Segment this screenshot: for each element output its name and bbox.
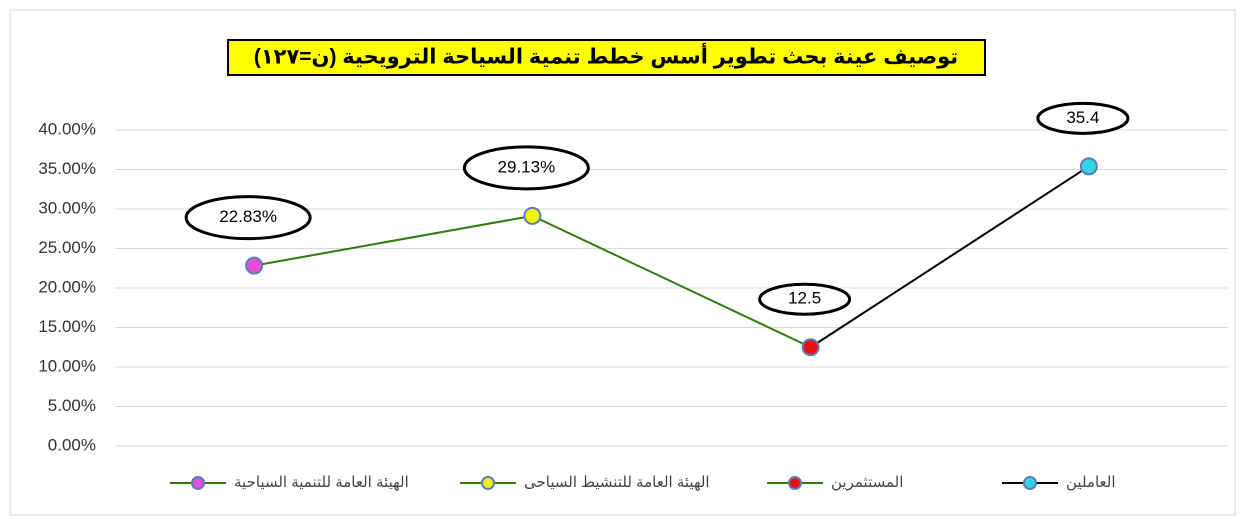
y-tick-label: 5.00%: [48, 396, 96, 415]
data-label: 12.5: [788, 289, 821, 308]
line-segment: [253, 214, 533, 267]
y-tick-label: 35.00%: [38, 159, 96, 178]
y-tick-label: 20.00%: [38, 277, 96, 296]
legend-label: العاملين: [1066, 474, 1116, 491]
label-bubble: [758, 282, 852, 316]
legend-marker: [1023, 476, 1037, 490]
y-tick-label: 25.00%: [38, 238, 96, 257]
title-box: [227, 39, 986, 76]
data-label: 22.83%: [219, 207, 277, 226]
legend-marker: [191, 476, 205, 490]
data-label: 35.4: [1066, 108, 1099, 127]
y-tick-label: 10.00%: [38, 356, 96, 375]
y-tick-label: 15.00%: [38, 317, 96, 336]
chart-title: توصيف عينة بحث تطوير أسس خطط تنمية السيا…: [254, 42, 958, 69]
legend-marker: [788, 476, 802, 490]
legend-label: الهيئة العامة للتنشيط السياحى: [524, 474, 710, 491]
line-segment: [810, 165, 1090, 349]
label-bubble: [184, 195, 312, 241]
chart-frame: [9, 9, 1236, 516]
point: [245, 256, 264, 275]
y-tick-label: 0.00%: [48, 435, 96, 454]
y-tick-label: 40.00%: [38, 119, 96, 138]
legend-label: المستثمرين: [831, 474, 903, 491]
y-tick-label: 30.00%: [38, 198, 96, 217]
legend-marker: [481, 476, 495, 490]
label-bubble: [462, 145, 590, 191]
point: [801, 338, 820, 357]
legend-label: الهيئة العامة للتنمية السياحية: [234, 474, 409, 491]
label-bubble: [1036, 101, 1130, 135]
line-segment: [531, 214, 812, 349]
data-label: 29.13%: [498, 157, 556, 176]
point: [1079, 157, 1098, 176]
point: [523, 206, 542, 225]
